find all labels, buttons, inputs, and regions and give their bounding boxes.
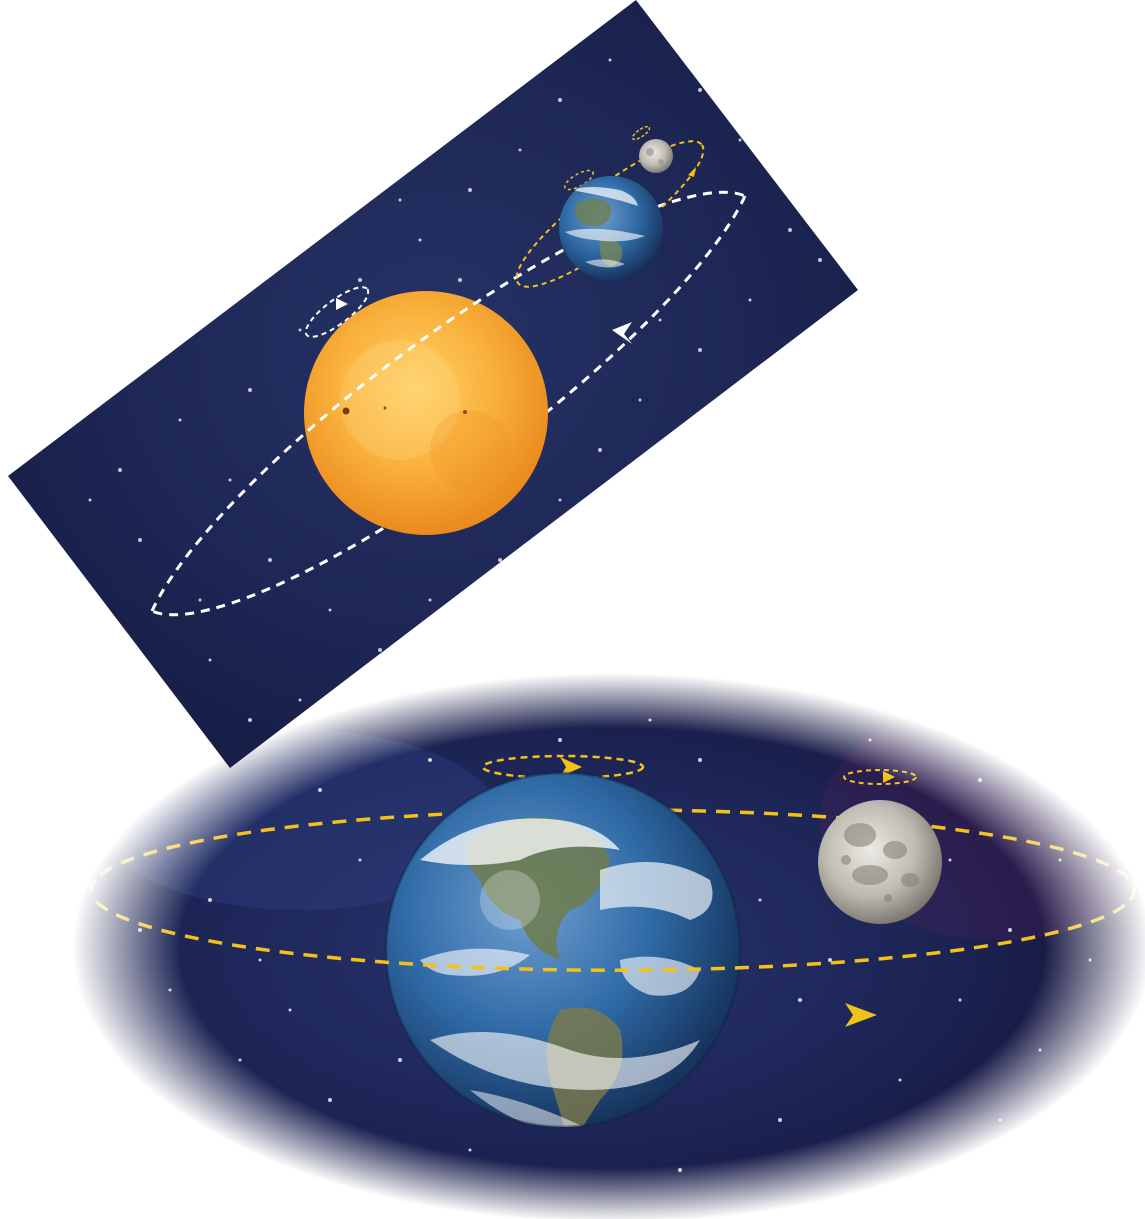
earth-icon	[384, 771, 742, 1129]
orbit-arrow-icon	[336, 298, 348, 310]
moon-icon	[639, 139, 673, 173]
moon-rotation-orbit	[843, 769, 917, 785]
orbit-arrow-icon	[560, 757, 582, 777]
moon-orbit-path	[515, 140, 705, 288]
earth-rotation-orbit	[481, 754, 645, 780]
orbit-arrow-icon	[883, 771, 895, 783]
moon-orbit-path	[93, 808, 1136, 902]
earth-icon	[559, 176, 663, 280]
orbit-arrow-icon	[688, 167, 696, 177]
stars	[138, 718, 1092, 1172]
sun-icon	[304, 291, 548, 535]
orbit-arrow-icon	[612, 322, 632, 344]
moon-rotation-orbit	[631, 125, 651, 141]
sun-rotation-orbit	[304, 286, 370, 338]
sun-earth-moon-panel	[8, 0, 858, 768]
moon-icon	[818, 800, 942, 924]
earth-orbit-path-front	[150, 190, 746, 612]
orbit-arrow-icon	[845, 1003, 877, 1027]
moon-orbit-path-front	[89, 878, 1132, 972]
earth-moon-panel	[60, 670, 1145, 1219]
